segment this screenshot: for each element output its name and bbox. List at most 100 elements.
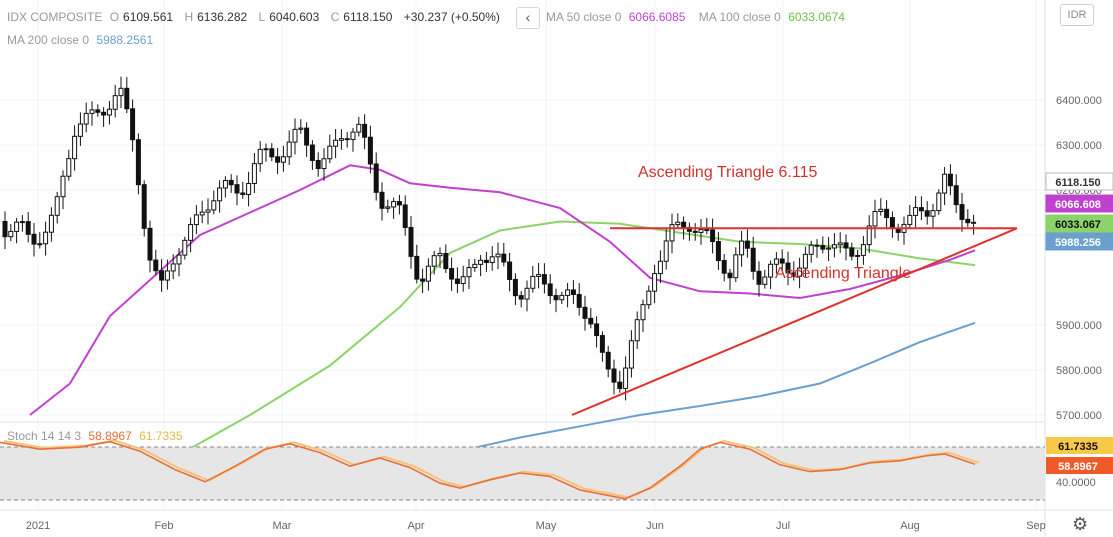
ma100-line — [169, 220, 976, 461]
candle-body-98 — [570, 289, 576, 296]
candle-body-47 — [275, 156, 281, 163]
candle-body-65 — [379, 191, 385, 209]
candle-body-30 — [176, 254, 182, 265]
x-tick-label-2: Mar — [273, 520, 292, 532]
candle-body-82 — [478, 259, 484, 265]
stoch-y-tick-label: 40.0000 — [1056, 477, 1096, 489]
candle-body-83 — [483, 259, 489, 263]
candle-body-77 — [449, 268, 455, 280]
stoch-legend: Stoch 14 14 3 58.8967 61.7335 — [7, 429, 187, 443]
y-tick-label-5: 5800.000 — [1056, 365, 1102, 377]
candle-body-153 — [889, 217, 895, 229]
stoch-d-value: 61.7335 — [139, 429, 183, 443]
ma100-value: 6033.0674 — [788, 10, 845, 24]
candle-body-138 — [802, 253, 808, 269]
candle-body-69 — [402, 204, 408, 228]
candle-body-143 — [831, 244, 837, 249]
support-trendline — [571, 227, 1018, 416]
candle-body-22 — [130, 108, 136, 141]
candle-body-94 — [547, 283, 553, 297]
candle-body-79 — [460, 276, 466, 284]
candle-body-165 — [959, 204, 965, 220]
candle-body-80 — [466, 267, 472, 278]
x-tick-label-0: 2021 — [26, 520, 50, 532]
close-label: C — [330, 10, 340, 24]
candle-body-50 — [292, 128, 298, 143]
candle-body-1 — [8, 230, 14, 238]
candle-body-131 — [762, 276, 768, 285]
candle-body-59 — [344, 138, 350, 141]
price-badge-ma100: 6033.067 — [1045, 214, 1113, 233]
candle-body-48 — [280, 156, 286, 163]
candle-body-63 — [367, 136, 373, 165]
price-badge-bg-last — [1045, 172, 1113, 191]
candle-body-127 — [739, 240, 745, 256]
stoch-badge-text-0: 61.7335 — [1058, 441, 1098, 453]
candle-body-3 — [19, 221, 25, 224]
candle-body-11 — [66, 158, 72, 177]
candle-body-101 — [588, 317, 594, 325]
candle-body-120 — [698, 229, 704, 233]
candle-body-91 — [530, 275, 536, 289]
candle-body-35 — [205, 209, 211, 213]
candle-body-114 — [663, 240, 669, 262]
candle-body-43 — [251, 163, 257, 184]
collapse-legend-button[interactable]: ‹ — [516, 7, 540, 29]
candle-body-135 — [785, 262, 791, 274]
candle-body-156 — [907, 214, 913, 225]
candle-body-145 — [843, 242, 849, 249]
candle-body-73 — [425, 265, 431, 282]
candle-body-20 — [118, 87, 124, 97]
candle-body-142 — [826, 247, 832, 250]
candle-body-49 — [286, 141, 292, 158]
candle-body-122 — [710, 229, 716, 243]
candle-body-105 — [611, 368, 617, 383]
stoch-label: Stoch 14 14 3 — [7, 429, 82, 443]
candle-body-85 — [495, 253, 501, 258]
ma100-label: MA 100 close 0 — [698, 10, 781, 24]
candle-body-60 — [350, 131, 356, 140]
high-label: H — [184, 10, 194, 24]
candle-body-28 — [164, 270, 170, 281]
candle-body-46 — [269, 148, 275, 158]
candle-body-78 — [454, 278, 460, 284]
candle-body-17 — [101, 111, 107, 116]
candle-body-136 — [791, 272, 797, 277]
stoch-badge-1: 58.8967 — [1046, 457, 1113, 474]
currency-button[interactable]: IDR — [1060, 4, 1094, 26]
candle-body-123 — [715, 241, 721, 262]
y-tick-label-1: 6300.000 — [1056, 140, 1102, 152]
candle-body-13 — [77, 123, 83, 137]
candle-body-84 — [489, 256, 495, 263]
candle-body-160 — [930, 210, 936, 217]
candle-body-55 — [321, 158, 327, 170]
ma200-value: 5988.2561 — [96, 33, 154, 47]
x-tick-label-4: May — [536, 520, 557, 532]
candle-body-58 — [338, 138, 344, 141]
candle-body-16 — [95, 109, 101, 113]
annotation-support: Ascending Triangle — [775, 265, 911, 282]
candles — [2, 76, 977, 401]
gear-icon[interactable]: ⚙ — [1072, 514, 1089, 534]
candle-body-139 — [808, 244, 814, 255]
x-tick-label-1: Feb — [155, 520, 174, 532]
candle-body-2 — [14, 221, 20, 232]
open-value: 6109.561 — [123, 10, 174, 24]
ma200-label: MA 200 close 0 — [7, 33, 90, 47]
candle-body-10 — [60, 175, 66, 198]
candle-body-158 — [918, 207, 924, 212]
candle-body-23 — [135, 139, 141, 186]
candle-body-6 — [37, 243, 43, 246]
price-badge-bg-ma50 — [1045, 194, 1113, 213]
candle-body-33 — [193, 214, 199, 226]
candle-body-31 — [182, 239, 188, 256]
candle-body-113 — [657, 260, 663, 275]
candle-body-128 — [744, 240, 750, 249]
ma200-line — [439, 321, 976, 461]
candle-body-167 — [971, 221, 977, 224]
candle-body-42 — [246, 182, 252, 195]
candle-body-144 — [837, 242, 843, 246]
candle-body-133 — [773, 258, 779, 265]
candle-body-9 — [54, 196, 60, 216]
